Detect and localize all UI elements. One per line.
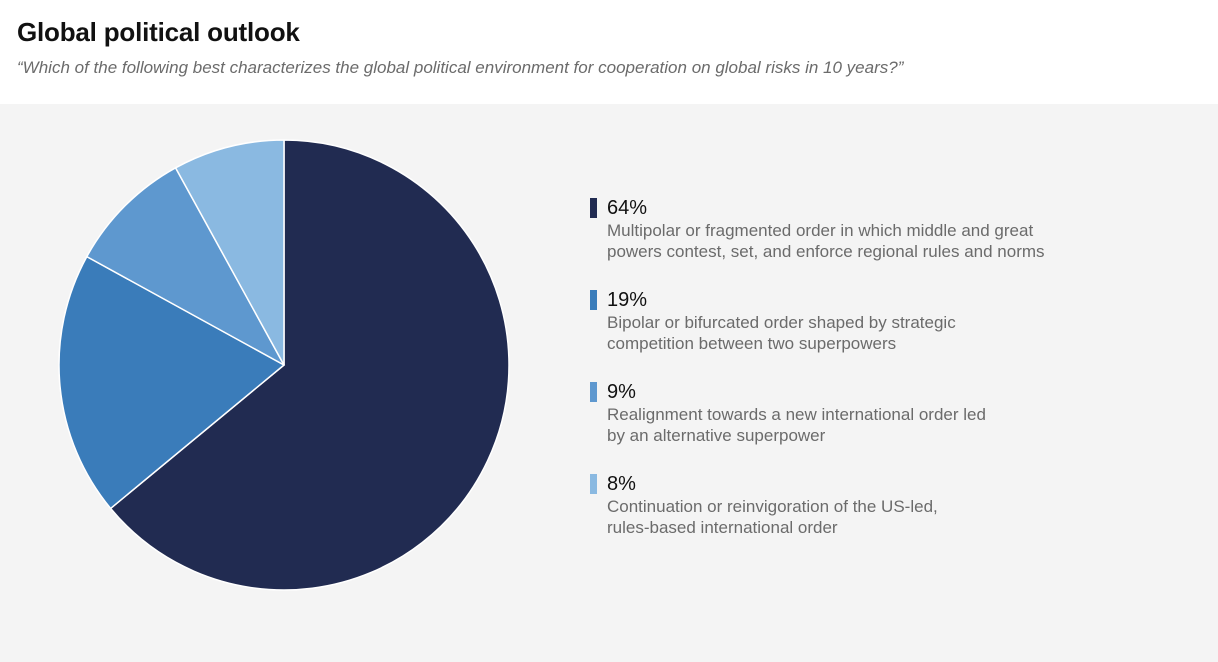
chart-title: Global political outlook	[17, 17, 300, 47]
legend-percent: 9%	[607, 381, 636, 403]
pie-slice-0	[109, 139, 510, 591]
legend-item: 19% Bipolar or bifurcated order shaped by…	[590, 288, 1110, 380]
legend-swatch	[590, 474, 597, 494]
pie-slice-2	[86, 167, 285, 366]
chart-subtitle: “Which of the following best characteriz…	[17, 58, 904, 77]
legend-swatch	[590, 382, 597, 402]
legend-swatch	[590, 290, 597, 310]
legend-description: Bipolar or bifurcated order shaped by st…	[607, 313, 956, 353]
legend-percent: 19%	[607, 289, 648, 311]
pie-slice-3	[174, 139, 285, 366]
pie-slice-1	[58, 255, 285, 510]
chart-panel: 64% Multipolar or fragmented order in whi…	[0, 104, 1218, 662]
legend-swatch	[590, 198, 597, 218]
legend: 64% Multipolar or fragmented order in whi…	[590, 196, 1110, 564]
legend-description: Continuation or reinvigoration of the US…	[607, 497, 938, 537]
legend-description: Realignment towards a new international …	[607, 405, 986, 445]
legend-description: Multipolar or fragmented order in which …	[607, 221, 1045, 261]
legend-item: 9% Realignment towards a new internationa…	[590, 380, 1110, 472]
pie-chart	[58, 139, 510, 591]
legend-item: 64% Multipolar or fragmented order in whi…	[590, 196, 1110, 288]
legend-percent: 8%	[607, 473, 636, 495]
legend-item: 8% Continuation or reinvigoration of the …	[590, 472, 1110, 564]
legend-percent: 64%	[607, 197, 648, 219]
